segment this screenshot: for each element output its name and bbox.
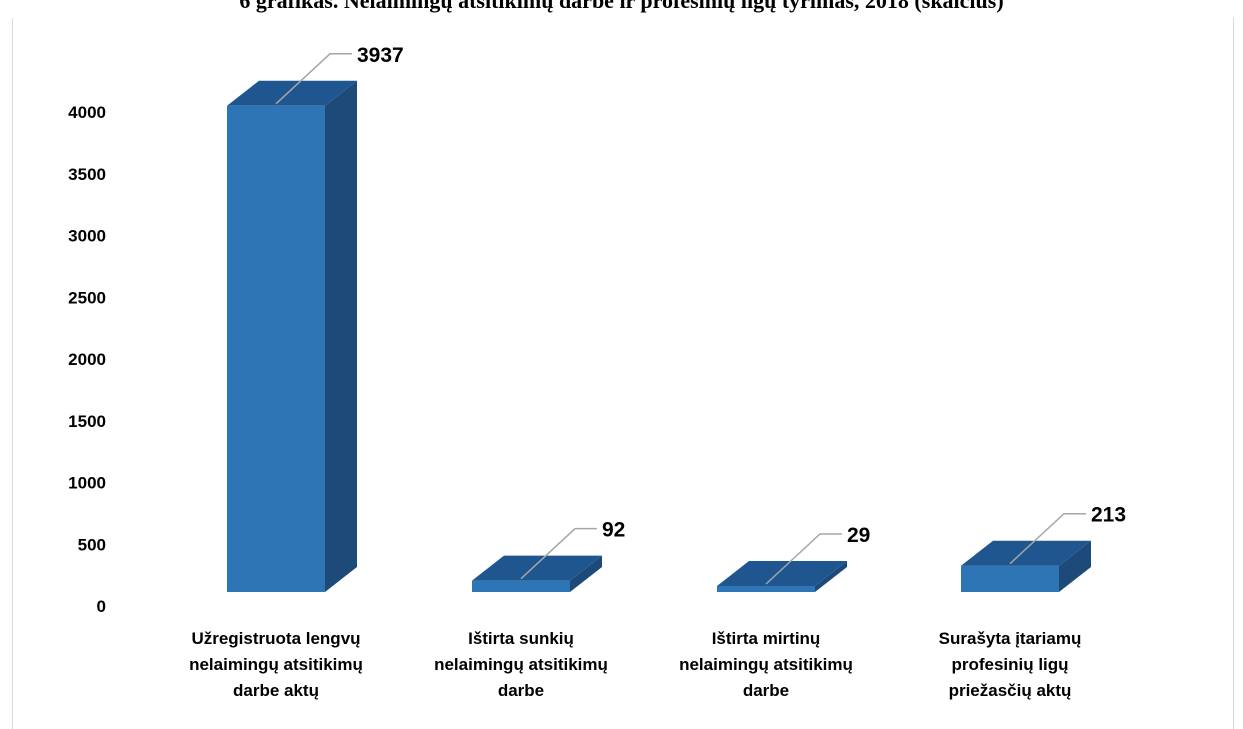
y-tick-label: 1000 <box>68 474 106 493</box>
category-label-line: profesinių ligų <box>951 655 1069 674</box>
category-label-line: priežasčių aktų <box>948 681 1072 700</box>
category-label-line: nelaimingų atsitikimų <box>679 655 853 674</box>
bars-group <box>227 80 1091 592</box>
bar-side <box>1059 540 1091 592</box>
y-tick-label: 3500 <box>68 165 106 184</box>
bar-side <box>815 561 847 592</box>
category-label-line: Ištirta mirtinų <box>711 629 821 648</box>
category-label: Užregistruota lengvų nelaimingų atsitikim… <box>156 626 396 704</box>
bar-front <box>961 565 1059 592</box>
data-label: 213 <box>1091 504 1126 527</box>
data-label-leader-line <box>765 533 842 585</box>
chart-frame <box>12 18 1234 729</box>
y-tick-label: 4000 <box>68 103 106 122</box>
bar-front <box>717 586 815 592</box>
data-label-leader-line <box>1009 512 1086 565</box>
category-label: Surašyta įtariamų profesinių ligų priežasč… <box>890 626 1130 704</box>
category-label-line: darbe <box>497 681 545 700</box>
data-label: 3937 <box>357 44 404 67</box>
bar-3 <box>717 561 847 592</box>
bar-top <box>472 555 602 581</box>
bar-side <box>325 80 357 592</box>
category-label-line: darbe <box>742 681 790 700</box>
y-axis: 0 500 1000 1500 2000 2500 3000 3500 4000 <box>68 103 106 616</box>
y-tick-label: 500 <box>78 535 106 554</box>
bar-front <box>227 105 325 592</box>
bar-side <box>570 555 602 592</box>
y-tick-label: 2000 <box>68 350 106 369</box>
bar-top <box>227 80 357 106</box>
bar-front <box>472 580 570 592</box>
chart-title: 6 grafikas. Nelaimingų atsitikimų darbe … <box>239 0 1004 13</box>
y-tick-label: 1500 <box>68 412 106 431</box>
category-label-line: nelaimingų atsitikimų <box>434 655 608 674</box>
data-label: 29 <box>847 524 870 547</box>
category-label: Ištirta mirtinų nelaimingų atsitikimų darb… <box>646 626 886 704</box>
category-label-line: nelaimingų atsitikimų <box>189 655 363 674</box>
bar-1 <box>227 80 357 592</box>
category-label-line: darbe aktų <box>233 681 319 700</box>
bar-top <box>717 561 847 586</box>
data-label-leader-line <box>520 527 597 580</box>
data-labels-group: 3937 92 29 213 <box>275 44 1126 585</box>
category-label: Ištirta sunkių nelaimingų atsitikimų darbe <box>401 626 641 704</box>
category-label-line: Užregistruota lengvų <box>191 629 361 648</box>
bar-4 <box>961 540 1091 592</box>
y-tick-label: 0 <box>97 597 106 616</box>
y-tick-label: 2500 <box>68 288 106 307</box>
bar-top <box>961 540 1091 566</box>
category-label-line: Surašyta įtariamų <box>938 629 1082 648</box>
data-label-leader-line <box>275 53 352 105</box>
data-label: 92 <box>602 519 625 542</box>
y-tick-label: 3000 <box>68 227 106 246</box>
bar-2 <box>472 555 602 592</box>
category-label-line: Ištirta sunkių <box>468 629 574 648</box>
